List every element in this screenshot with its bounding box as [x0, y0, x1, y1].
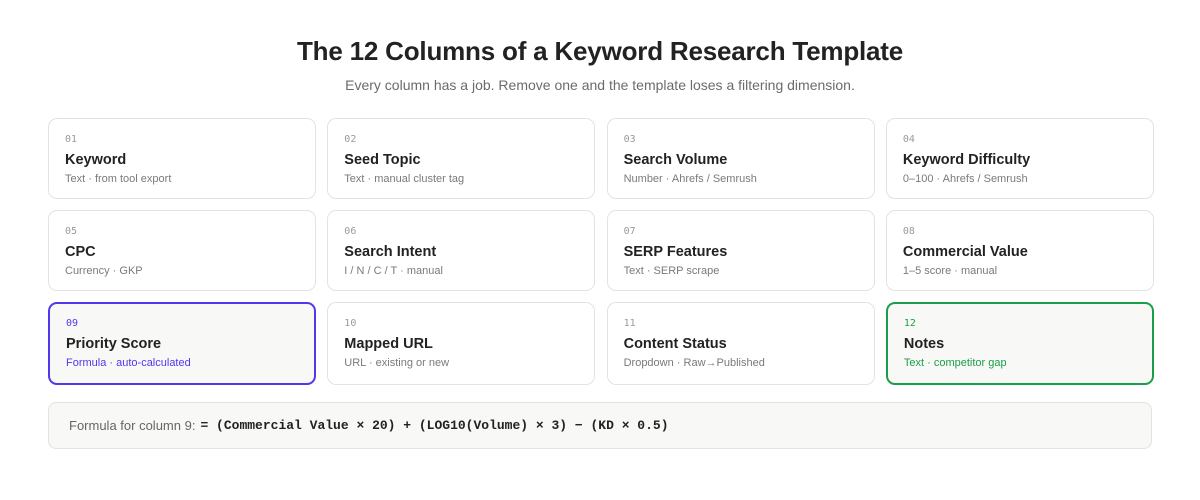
columns-grid: 01 Keyword Text · from tool export 02 Seed T… — [48, 118, 1154, 385]
column-card: 07 SERP Features Text · SERP scrape — [606, 210, 875, 291]
column-name: Notes — [903, 336, 945, 352]
column-number: 05 — [65, 226, 78, 237]
column-description: Dropdown · Raw→Published — [623, 357, 765, 369]
column-card: 01 Keyword Text · from tool export — [48, 118, 316, 199]
column-description: Currency · GKP — [65, 265, 143, 277]
page-subtitle: Every column has a job. Remove one and t… — [345, 77, 855, 93]
column-card: 03 Search Volume Number · Ahrefs / Semrush — [606, 118, 875, 199]
column-card: 06 Search Intent I / N / C / T · manual — [327, 210, 596, 291]
column-number: 11 — [623, 318, 636, 329]
column-number: 10 — [344, 318, 357, 329]
column-number: 07 — [623, 226, 636, 237]
column-card: 04 Keyword Difficulty 0–100 · Ahrefs / Sem… — [885, 118, 1154, 199]
column-number: 09 — [66, 318, 79, 329]
column-description: Text · manual cluster tag — [344, 173, 465, 185]
column-number: 03 — [623, 134, 636, 145]
column-number: 04 — [902, 134, 915, 145]
column-name: SERP Features — [623, 244, 728, 260]
column-name: Search Intent — [344, 244, 437, 260]
column-card: 11 Content Status Dropdown · Raw→Published — [606, 302, 875, 385]
page-title: The 12 Columns of a Keyword Research Tem… — [296, 36, 904, 66]
column-description: URL · existing or new — [344, 357, 450, 369]
column-description: Text · competitor gap — [903, 357, 1007, 369]
column-description: Text · SERP scrape — [623, 265, 720, 277]
column-name: Keyword Difficulty — [902, 152, 1031, 168]
column-name: Commercial Value — [902, 244, 1028, 260]
column-name: Seed Topic — [344, 152, 421, 168]
column-description: Formula · auto-calculated — [66, 357, 191, 369]
formula-label: Formula for column 9: — [69, 418, 196, 433]
column-description: I / N / C / T · manual — [344, 265, 443, 277]
column-card: 05 CPC Currency · GKP — [48, 210, 316, 291]
column-card: 02 Seed Topic Text · manual cluster tag — [327, 118, 596, 199]
column-name: Priority Score — [66, 336, 162, 352]
column-card: 08 Commercial Value 1–5 score · manual — [885, 210, 1154, 291]
column-description: Text · from tool export — [65, 173, 172, 185]
column-card: 10 Mapped URL URL · existing or new — [327, 302, 596, 385]
column-card: 09 Priority Score Formula · auto-calculate… — [48, 302, 316, 385]
column-name: CPC — [65, 244, 96, 260]
column-card: 12 Notes Text · competitor gap — [885, 302, 1154, 385]
formula-box: Formula for column 9: = (Commercial Valu… — [48, 402, 1152, 449]
column-name: Search Volume — [623, 152, 728, 168]
column-number: 02 — [344, 134, 357, 145]
column-number: 08 — [902, 226, 915, 237]
column-description: 1–5 score · manual — [902, 265, 998, 277]
column-name: Keyword — [65, 152, 127, 168]
column-number: 06 — [344, 226, 357, 237]
formula-expression: = (Commercial Value × 20) + (LOG10(Volum… — [200, 418, 669, 433]
column-name: Mapped URL — [344, 336, 433, 352]
column-name: Content Status — [623, 336, 727, 352]
column-description: 0–100 · Ahrefs / Semrush — [902, 173, 1028, 185]
column-description: Number · Ahrefs / Semrush — [623, 173, 757, 185]
column-number: 01 — [65, 134, 78, 145]
column-number: 12 — [903, 318, 916, 329]
